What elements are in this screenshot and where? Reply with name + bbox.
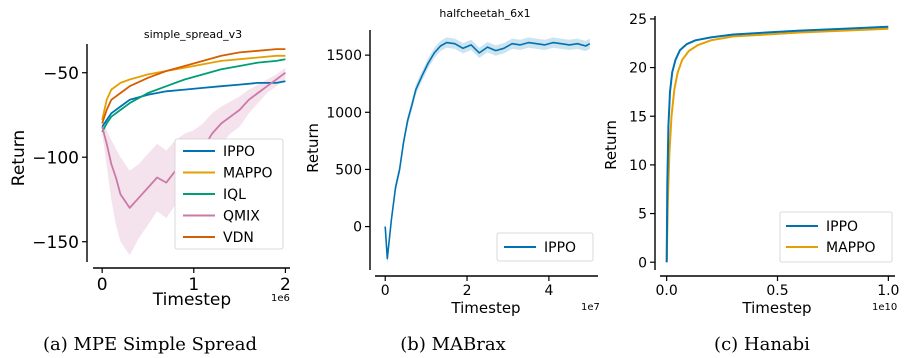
y-axis-label: Return — [602, 120, 620, 170]
y-tick-label: −50 — [43, 64, 79, 84]
x-offset-label: 1e6 — [271, 293, 290, 304]
series-line-mappo — [665, 27, 889, 263]
y-axis-label: Return — [304, 123, 322, 173]
x-tick-label: 0.5 — [766, 283, 788, 299]
x-tick-label: 4 — [544, 283, 553, 299]
x-offset-label: 1e7 — [581, 302, 600, 313]
legend-label-qmix: QMIX — [223, 209, 260, 225]
legend-label-mappo: MAPPO — [223, 166, 273, 182]
x-tick-label: 0 — [381, 283, 390, 299]
series-line-iql — [101, 58, 286, 133]
y-axis-label: Return — [9, 130, 29, 186]
y-tick-label: −150 — [32, 233, 79, 253]
series-line-ippo — [101, 80, 286, 128]
chart-title: simple_spread_v3 — [144, 28, 242, 41]
x-offset-label: 1e10 — [872, 302, 897, 313]
y-tick-label: 1500 — [326, 48, 362, 64]
legend-label-mappo: MAPPO — [826, 240, 876, 256]
y-tick-label: 0 — [638, 255, 647, 271]
y-tick-label: 0 — [353, 220, 362, 236]
x-axis-label: Timestep — [741, 299, 811, 317]
x-axis-label: Timestep — [450, 299, 520, 317]
x-tick-label: 2 — [463, 283, 472, 299]
caption: (a) MPE Simple Spread — [43, 334, 257, 355]
legend-label-iql: IQL — [223, 187, 246, 203]
x-tick-label: 2 — [280, 275, 291, 295]
x-tick-label: 1.0 — [877, 283, 899, 299]
legend-label-vdn: VDN — [223, 230, 254, 246]
legend: IPPO MAPPO — [779, 211, 893, 263]
legend-label-ippo: IPPO — [544, 240, 576, 256]
series-line-vdn — [101, 48, 286, 124]
series-line-ippo — [384, 41, 591, 260]
caption: (b) MABrax — [400, 334, 505, 355]
y-tick-label: 1000 — [326, 105, 362, 121]
x-tick-label: 1 — [188, 275, 199, 295]
y-tick-label: 10 — [629, 158, 647, 174]
band-ippo — [385, 37, 590, 264]
chart-hanabi: 0.0 0.5 1.0 0 5 10 15 20 25 Return Timestep 1e10… — [602, 12, 899, 355]
x-tick-label: 0 — [97, 275, 108, 295]
y-tick-label: 20 — [629, 61, 647, 77]
y-tick-label: 25 — [629, 12, 647, 28]
chart-simple-spread: simple_spread_v3 0 1 2 −50 −100 −150 Return T… — [9, 28, 291, 355]
x-tick-label: 0.0 — [656, 283, 678, 299]
series-line-ippo — [665, 25, 889, 263]
y-tick-label: 15 — [629, 109, 647, 125]
x-axis-label: Timestep — [152, 290, 231, 310]
legend-label-ippo: IPPO — [826, 219, 858, 235]
chart-title: halfcheetah_6x1 — [439, 7, 530, 20]
caption: (c) Hanabi — [714, 334, 810, 355]
y-tick-label: 500 — [335, 162, 362, 178]
y-tick-label: −100 — [32, 148, 79, 168]
legend: IPPO — [496, 232, 594, 262]
y-tick-label: 5 — [638, 207, 647, 223]
legend-label-ippo: IPPO — [223, 144, 255, 160]
chart-halfcheetah: halfcheetah_6x1 0 2 4 0 500 1000 1500 Return T… — [304, 7, 600, 355]
legend: IPPO MAPPO IQL QMIX VDN — [174, 138, 284, 250]
